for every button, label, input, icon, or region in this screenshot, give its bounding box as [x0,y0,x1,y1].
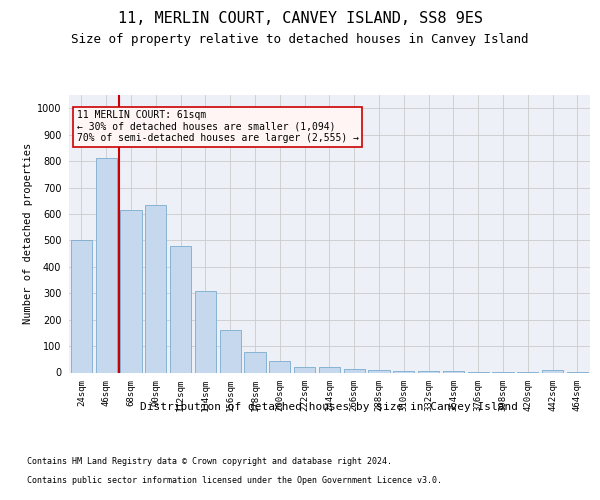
Text: Distribution of detached houses by size in Canvey Island: Distribution of detached houses by size … [140,402,518,412]
Bar [121,210,142,372]
Bar [145,204,166,372]
Bar [170,246,191,372]
Bar [393,371,415,372]
Text: Contains HM Land Registry data © Crown copyright and database right 2024.: Contains HM Land Registry data © Crown c… [27,458,392,466]
Bar [244,352,266,372]
Bar [71,240,92,372]
Bar [344,369,365,372]
Text: 11 MERLIN COURT: 61sqm
← 30% of detached houses are smaller (1,094)
70% of semi-: 11 MERLIN COURT: 61sqm ← 30% of detached… [77,110,359,144]
Text: Contains public sector information licensed under the Open Government Licence v3: Contains public sector information licen… [27,476,442,485]
Text: 11, MERLIN COURT, CANVEY ISLAND, SS8 9ES: 11, MERLIN COURT, CANVEY ISLAND, SS8 9ES [118,11,482,26]
Bar [220,330,241,372]
Bar [269,361,290,372]
Y-axis label: Number of detached properties: Number of detached properties [23,143,32,324]
Text: Size of property relative to detached houses in Canvey Island: Size of property relative to detached ho… [71,32,529,46]
Bar [294,366,315,372]
Bar [95,158,117,372]
Bar [319,366,340,372]
Bar [542,370,563,372]
Bar [195,291,216,372]
Bar [368,370,389,372]
